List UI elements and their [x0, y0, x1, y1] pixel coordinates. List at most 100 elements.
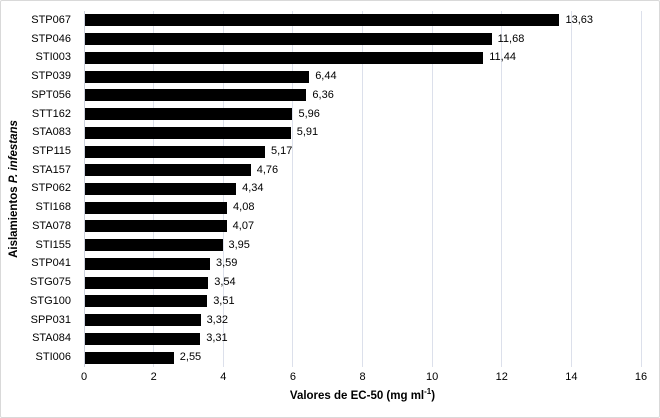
category-label-stp067: STP067 [31, 13, 71, 26]
category-label-sta084: STA084 [32, 332, 71, 345]
bar-sta083 [85, 126, 291, 139]
bar-stp039 [85, 70, 310, 83]
category-label-stp046: STP046 [31, 32, 71, 45]
bar-value-label-stp041: 3,59 [215, 257, 238, 270]
x-tick-label-16: 16 [634, 371, 648, 383]
bar-row-sta083: 5,91 [84, 123, 641, 142]
bar-row-sti003: 11,44 [84, 48, 641, 67]
bar-value-label-stp067: 13,63 [565, 13, 594, 26]
bar-sta084 [85, 332, 201, 345]
x-tick-label-14: 14 [565, 371, 578, 383]
bar-row-spt056: 6,36 [84, 86, 641, 105]
bar-stp062 [85, 182, 237, 195]
bar-value-label-stg075: 3,54 [214, 276, 236, 289]
bar-stg100 [85, 295, 208, 308]
bar-row-stp115: 5,17 [84, 142, 641, 161]
bar-value-label-stp115: 5,17 [270, 145, 293, 157]
bar-sta157 [85, 164, 251, 177]
bar-stp046 [85, 33, 492, 46]
bar-row-stp039: 6,44 [84, 67, 641, 86]
x-axis-tick-labels: 0 2 4 6 8 10 12 14 16 [80, 371, 647, 386]
bar-sti155 [85, 239, 223, 252]
category-label-stg075: STG075 [30, 276, 71, 289]
bar-row-stg100: 3,51 [84, 292, 641, 311]
bar-row-spp031: 3,32 [84, 311, 641, 330]
x-tick-label-10: 10 [426, 371, 439, 383]
bar-value-label-spp031: 3,32 [206, 313, 228, 326]
bar-row-stp046: 11,68 [84, 30, 641, 49]
y-axis-title: Aislamientos P. infestans [2, 11, 26, 367]
y-axis-title-species: P. infestans [8, 120, 21, 184]
y-axis-title-regular: Aislamientos [8, 183, 21, 258]
category-label-sti003: STI003 [35, 51, 71, 64]
category-label-spt056: SPT056 [31, 88, 71, 101]
bar-row-sta078: 4,07 [84, 217, 641, 236]
bar-row-sti006: 2,55 [84, 348, 641, 367]
bar-stt162 [85, 108, 293, 121]
category-label-stp115: STP115 [32, 145, 71, 157]
x-axis-title: Valores de EC-50 (mg ml-1) [84, 387, 641, 404]
x-tick-label-4: 4 [220, 371, 227, 383]
category-label-stg100: STG100 [30, 294, 71, 307]
bar-row-sta157: 4,76 [84, 161, 641, 180]
x-tick-label-8: 8 [359, 371, 366, 383]
category-label-sti006: STI006 [35, 351, 71, 364]
bar-value-label-stp039: 6,44 [315, 70, 337, 83]
bar-value-label-sta083: 5,91 [296, 126, 319, 139]
x-tick-label-6: 6 [289, 371, 296, 383]
gridline-x-6 [292, 11, 294, 367]
bar-spp031 [85, 314, 201, 327]
bar-value-label-sti003: 11,44 [489, 51, 516, 64]
bar-spt056 [85, 89, 307, 102]
bar-value-label-stt162: 5,96 [298, 107, 320, 120]
bar-row-sta084: 3,31 [84, 329, 641, 348]
x-axis-title-end: ) [431, 390, 436, 402]
category-label-stp041: STP041 [31, 257, 71, 270]
bar-value-label-stp046: 11,68 [497, 32, 525, 45]
bar-value-label-sta157: 4,76 [256, 163, 279, 176]
bar-value-label-sti006: 2,55 [179, 351, 202, 364]
x-axis-title-main: Valores de EC-50 (mg ml [289, 390, 425, 402]
gridline-x-8 [362, 11, 363, 367]
bar-stp115 [85, 145, 265, 158]
bar-stg075 [85, 276, 209, 289]
bar-sti168 [85, 201, 228, 214]
x-tick-label-12: 12 [495, 371, 508, 383]
bar-value-label-stg100: 3,51 [213, 294, 235, 307]
category-label-sti155: STI155 [35, 238, 71, 251]
bar-row-stp067: 13,63 [84, 11, 641, 30]
category-label-stt162: STT162 [31, 107, 71, 120]
x-tick-label-0: 0 [80, 371, 88, 383]
bar-row-stp062: 4,34 [84, 180, 641, 199]
bar-sti003 [85, 51, 484, 64]
y-axis-category-labels: STP067 STP046 STI003 STP039 SPT056 STT162 STA0… [1, 11, 78, 367]
bar-value-label-stp062: 4,34 [242, 182, 264, 195]
bar-row-stg075: 3,54 [84, 273, 641, 292]
bar-stp041 [85, 257, 210, 270]
y-axis-title-text: Aislamientos P. infestans [8, 120, 20, 258]
plot-area: 13,63 11,68 11,44 6,44 6,36 5,96 5,91 5,17 4,76 4… [83, 11, 642, 367]
bar-value-label-spt056: 6,36 [312, 88, 334, 101]
bar-series: 13,63 11,68 11,44 6,44 6,36 5,96 5,91 5,17 4,76 4… [84, 11, 641, 367]
gridline-x-16 [640, 11, 642, 367]
category-label-spp031: SPP031 [30, 313, 71, 326]
bar-row-stt162: 5,96 [84, 105, 641, 124]
gridline-x-12 [501, 11, 503, 367]
bar-row-sti155: 3,95 [84, 236, 641, 255]
bar-value-label-sta084: 3,31 [206, 332, 228, 345]
bar-sta078 [85, 220, 227, 233]
category-label-sti168: STI168 [35, 201, 71, 214]
gridline-x-14 [570, 11, 572, 367]
category-label-sta083: STA083 [32, 126, 71, 139]
y-axis-line [83, 11, 85, 367]
bar-row-stp041: 3,59 [84, 255, 641, 274]
bar-sti006 [85, 351, 174, 364]
category-label-stp062: STP062 [31, 182, 71, 195]
bar-row-sti168: 4,08 [84, 198, 641, 217]
x-axis-title-superscript: -1 [424, 387, 432, 397]
category-label-sta157: STA157 [32, 163, 71, 176]
x-tick-label-2: 2 [150, 371, 157, 383]
bar-value-label-sti168: 4,08 [233, 201, 255, 214]
bar-stp067 [85, 14, 560, 27]
